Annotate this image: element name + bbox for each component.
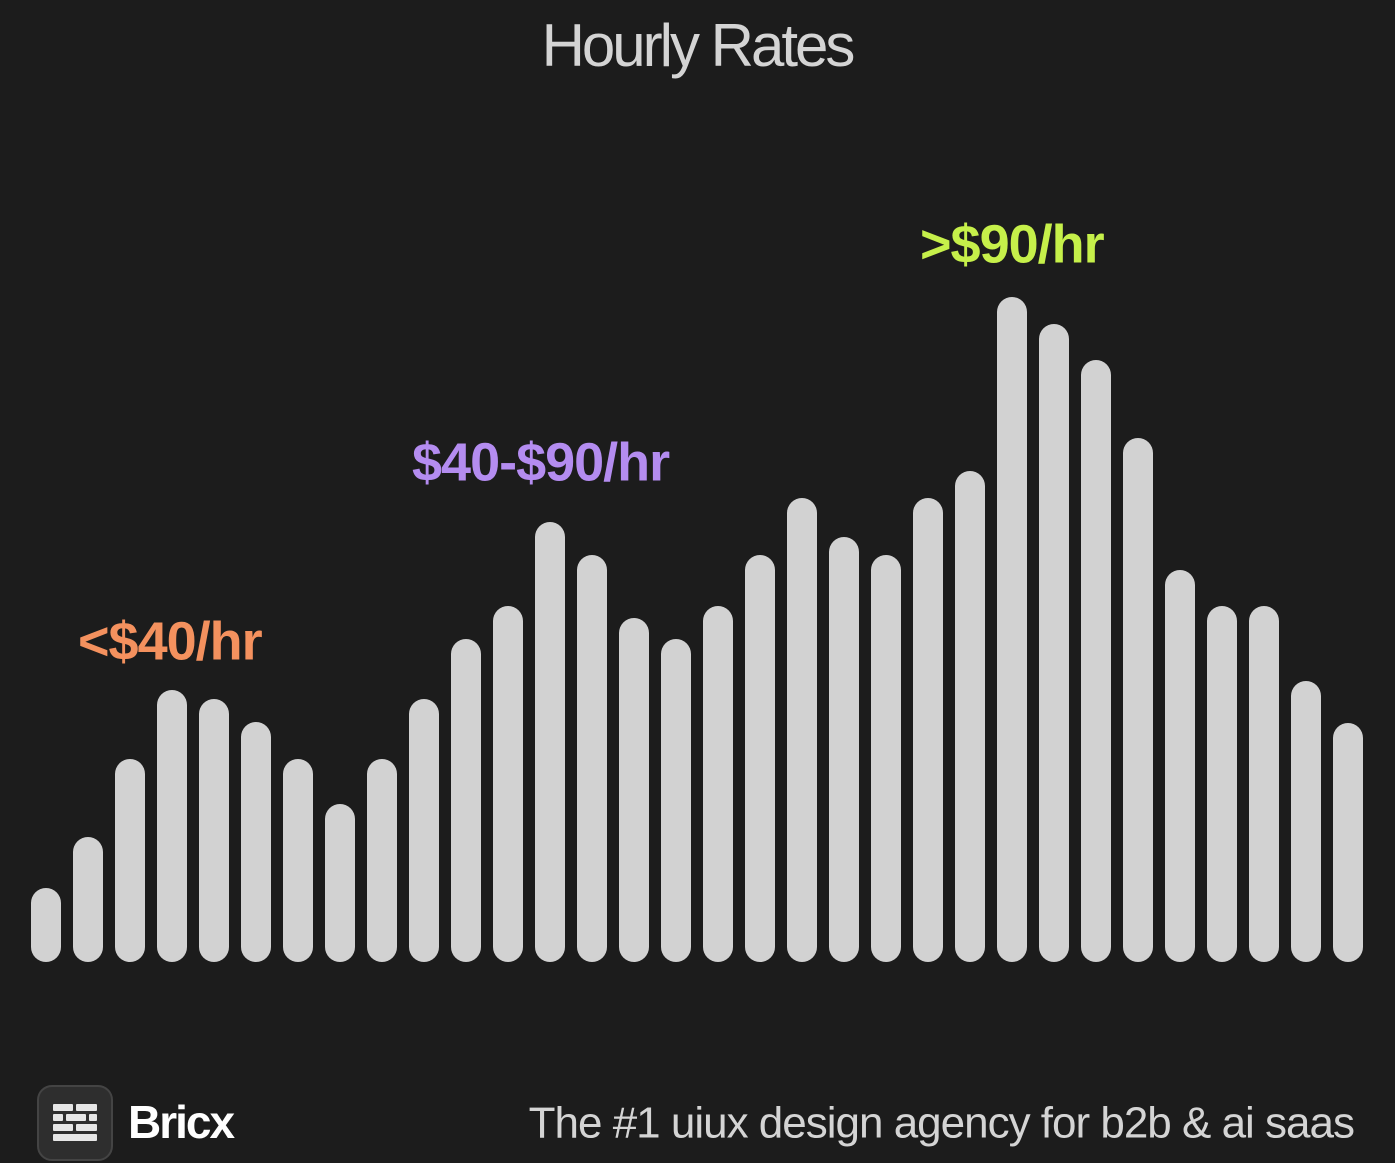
bar [955,471,985,962]
bar [241,722,271,962]
bar [577,555,607,962]
logo-bricks [53,1104,97,1141]
bar [73,837,103,962]
logo-icon [37,1085,113,1161]
bar [115,759,145,962]
bar [157,690,187,962]
bar [829,537,859,962]
bar [1165,570,1195,962]
bar [661,639,691,962]
bar [1039,324,1069,962]
chart-title: Hourly Rates [542,12,854,79]
bar [367,759,397,962]
annotation: <$40/hr [78,611,263,671]
bar [1291,681,1321,962]
bar [409,699,439,962]
bar [787,498,817,962]
bar [913,498,943,962]
bar [493,606,523,962]
bar [31,888,61,962]
bar [703,606,733,962]
annotation: >$90/hr [920,214,1105,274]
bar [283,759,313,962]
bar [199,699,229,962]
bar [1207,606,1237,962]
tagline: The #1 uiux design agency for b2b & ai s… [529,1099,1354,1148]
bar [1249,606,1279,962]
bar [451,639,481,962]
logo [37,1085,113,1161]
bar [1081,360,1111,962]
bar [1333,723,1363,962]
annotation: $40-$90/hr [412,432,670,492]
bar [871,555,901,962]
brand: Bricx [128,1096,235,1148]
bar [325,804,355,962]
bar [1123,438,1153,962]
bar [619,618,649,962]
bar [745,555,775,962]
bar [535,522,565,962]
bar [997,297,1027,962]
